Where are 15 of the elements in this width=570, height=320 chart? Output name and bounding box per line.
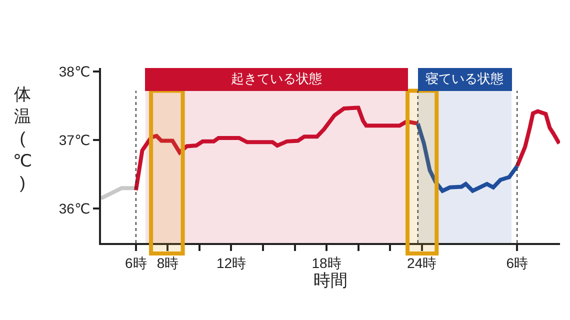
y-tick-label: 37℃ xyxy=(58,132,90,148)
x-tick-label: 24時 xyxy=(407,254,437,271)
x-tick-label: 12時 xyxy=(216,254,246,271)
label-box: 起きている状態 xyxy=(145,68,408,91)
y-tick-label: 36℃ xyxy=(58,200,90,217)
band-label: 寝ている状態 xyxy=(426,70,504,88)
x-tick-label: 18時 xyxy=(312,254,342,271)
band-label: 起きている状態 xyxy=(230,70,322,88)
x-axis-title: 時間 xyxy=(314,270,348,290)
x-tick-label: 6時 xyxy=(125,254,147,271)
x-tick-label: 6時 xyxy=(506,254,528,271)
x-tick-label: 8時 xyxy=(156,254,179,271)
y-axis-title: 体温(℃) xyxy=(13,85,32,192)
y-tick-label: 38℃ xyxy=(58,63,90,80)
label-box: 寝ている状態 xyxy=(418,68,512,91)
